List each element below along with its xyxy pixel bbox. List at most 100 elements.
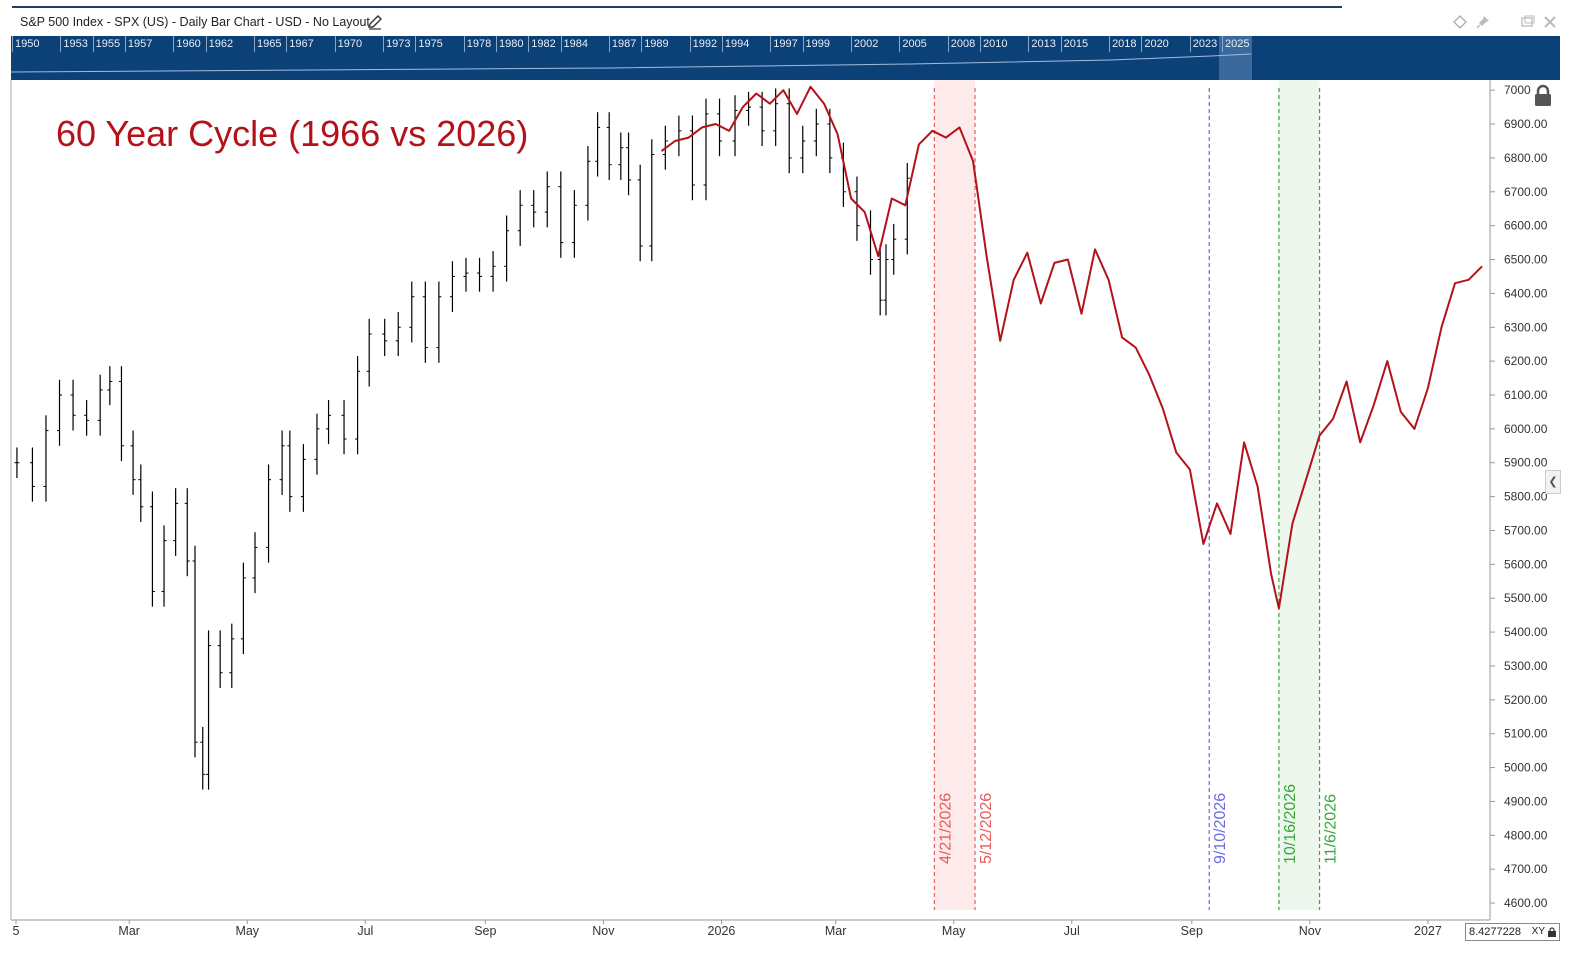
vertical-date-lines: [933, 88, 1321, 910]
navigator-year[interactable]: 2010: [983, 38, 1008, 50]
navigator-year[interactable]: 2025: [1225, 38, 1250, 50]
navigator-year[interactable]: 1997: [773, 38, 798, 50]
highlight-band: [1278, 80, 1320, 910]
vertical-line-labels: 4/21/2026 5/12/2026 9/10/2026 10/16/2026 11/…: [937, 784, 1339, 864]
navigator-tick: [560, 36, 562, 52]
xy-readout[interactable]: 8.4277228 XY: [1465, 923, 1560, 941]
y-tick-label: 6400.00: [1504, 286, 1548, 300]
lock-icon[interactable]: [1531, 84, 1555, 108]
navigator-tick: [721, 36, 723, 52]
x-tick-label: 2027: [1414, 924, 1442, 938]
navigator-tick: [689, 36, 691, 52]
x-tick-label: 5: [13, 924, 20, 938]
pin-icon[interactable]: [1475, 14, 1491, 30]
navigator-tick: [1109, 36, 1111, 52]
navigator-year[interactable]: 1999: [805, 38, 831, 50]
window-icon[interactable]: [1520, 14, 1536, 30]
time-navigator[interactable]: 1950 1953 1955 1957 1960 1962 1965 1967 1970 1973…: [11, 36, 1560, 80]
navigator-year[interactable]: 1975: [418, 38, 443, 50]
navigator-tick: [286, 36, 288, 52]
navigator-year[interactable]: 2015: [1063, 38, 1089, 50]
y-axis: 4600.00 4700.00 4800.00 4900.00 5000.00 5100.…: [1490, 83, 1548, 910]
navigator-window-handle[interactable]: [1219, 36, 1252, 80]
x-tick-label: Jul: [1064, 924, 1080, 938]
vertical-line-label: 4/21/2026: [937, 793, 954, 864]
pencil-icon[interactable]: [367, 14, 383, 30]
navigator-year[interactable]: 1973: [386, 38, 411, 50]
navigator-year[interactable]: 1955: [95, 38, 121, 50]
close-icon[interactable]: [1542, 14, 1558, 30]
y-tick-label: 5300.00: [1504, 659, 1548, 673]
chart-title: S&P 500 Index - SPX (US) - Daily Bar Cha…: [20, 15, 370, 29]
x-tick-label: Jul: [357, 924, 373, 938]
diamond-icon[interactable]: [1452, 14, 1468, 30]
navigator-year[interactable]: 2018: [1112, 38, 1137, 50]
vertical-line-label: 5/12/2026: [978, 793, 995, 864]
y-tick-label: 6600.00: [1504, 219, 1548, 233]
navigator-sparkline: [11, 53, 1252, 73]
navigator-year[interactable]: 1978: [466, 38, 492, 50]
vertical-line-label: 9/10/2026: [1212, 793, 1229, 864]
navigator-year[interactable]: 1984: [563, 38, 589, 50]
chart-header: S&P 500 Index - SPX (US) - Daily Bar Cha…: [0, 10, 1574, 36]
y-tick-label: 6700.00: [1504, 185, 1548, 199]
xy-label: XY: [1531, 926, 1545, 937]
navigator-tick: [205, 36, 207, 52]
x-axis: 5 Mar May Jul Sep Nov 2026 Mar May Jul Sep Nov 2027: [13, 920, 1442, 938]
y-tick-label: 5700.00: [1504, 523, 1548, 537]
navigator-year[interactable]: 1982: [531, 38, 556, 50]
x-tick-label: May: [942, 924, 966, 938]
y-tick-label: 6300.00: [1504, 320, 1548, 334]
chevron-left-icon[interactable]: ❮: [1545, 470, 1561, 494]
navigator-year[interactable]: 2008: [950, 38, 976, 50]
navigator-tick: [641, 36, 643, 52]
navigator-year[interactable]: 1965: [257, 38, 282, 50]
price-bars: [14, 88, 910, 790]
y-tick-label: 5400.00: [1504, 625, 1548, 639]
navigator-tick: [1060, 36, 1062, 52]
navigator-year[interactable]: 1992: [692, 38, 718, 50]
y-tick-label: 6200.00: [1504, 354, 1548, 368]
navigator-tick: [1141, 36, 1143, 52]
navigator-year[interactable]: 1960: [176, 38, 201, 50]
navigator-year[interactable]: 1957: [127, 38, 153, 50]
highlight-band: [934, 80, 976, 910]
y-tick-label: 4900.00: [1504, 794, 1548, 808]
navigator-year[interactable]: 1989: [644, 38, 669, 50]
y-tick-label: 4800.00: [1504, 828, 1548, 842]
navigator-tick: [1189, 36, 1191, 52]
x-tick-label: May: [235, 924, 259, 938]
navigator-year[interactable]: 2023: [1192, 38, 1218, 50]
vertical-line-label: 11/6/2026: [1323, 794, 1340, 864]
small-lock-icon: [1548, 927, 1556, 937]
navigator-year[interactable]: 2020: [1144, 38, 1169, 50]
x-tick-label: Sep: [474, 924, 496, 938]
x-tick-label: Mar: [118, 924, 140, 938]
navigator-year[interactable]: 1970: [337, 38, 363, 50]
navigator-tick: [124, 36, 126, 52]
y-tick-label: 5200.00: [1504, 693, 1548, 707]
navigator-tick: [770, 36, 772, 52]
cycle-line: [660, 85, 1483, 610]
navigator-year[interactable]: 1994: [724, 38, 750, 50]
highlight-bands: [934, 80, 1320, 910]
navigator-year[interactable]: 1953: [63, 38, 88, 50]
navigator-year[interactable]: 1967: [289, 38, 314, 50]
navigator-year[interactable]: 2013: [1031, 38, 1056, 50]
navigator-tick: [60, 36, 62, 52]
navigator-year[interactable]: 1962: [208, 38, 234, 50]
navigator-tick: [92, 36, 94, 52]
navigator-year[interactable]: 2005: [902, 38, 927, 50]
y-tick-label: 6500.00: [1504, 253, 1548, 267]
navigator-year[interactable]: 1950: [15, 38, 40, 50]
navigator-year[interactable]: 2002: [853, 38, 879, 50]
navigator-year[interactable]: 1987: [611, 38, 637, 50]
y-tick-label: 6800.00: [1504, 151, 1548, 165]
y-tick-label: 5600.00: [1504, 557, 1548, 571]
y-tick-label: 5900.00: [1504, 456, 1548, 470]
navigator-year[interactable]: 1980: [499, 38, 524, 50]
x-tick-label: Sep: [1181, 924, 1203, 938]
y-tick-label: 6900.00: [1504, 117, 1548, 131]
navigator-tick: [173, 36, 175, 52]
